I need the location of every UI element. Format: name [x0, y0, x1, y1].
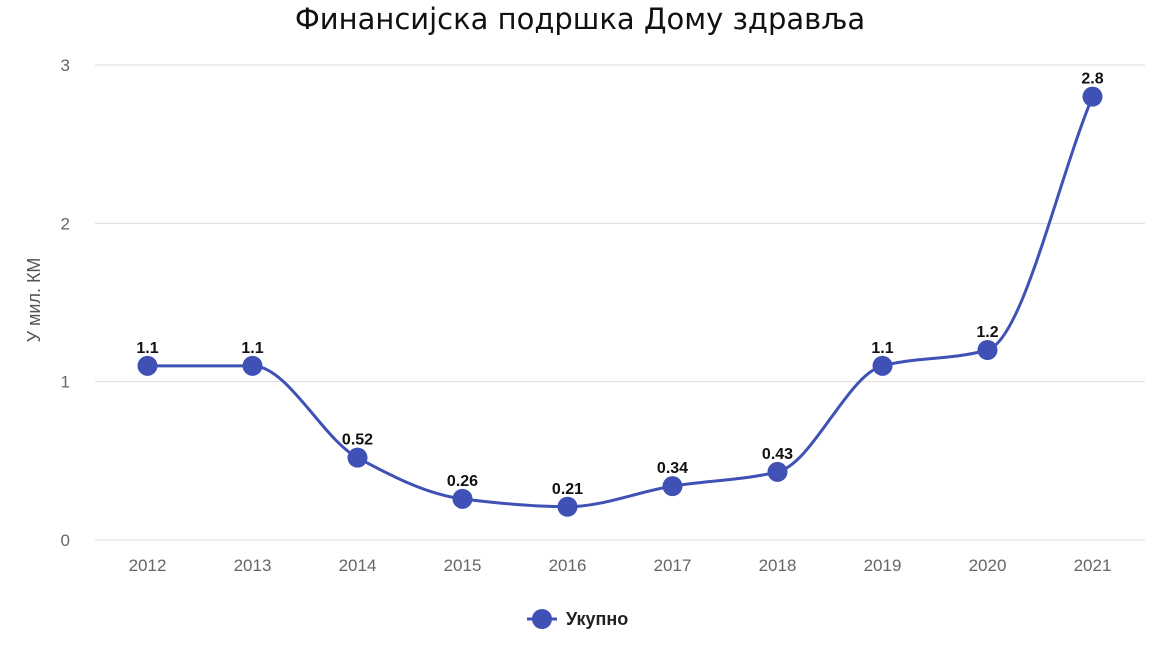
data-labels: 1.1 1.1 0.52 0.26 0.21 0.34 0.43 1.1 1.2 2.8	[136, 71, 1103, 498]
data-point-2015[interactable]	[452, 488, 473, 509]
y-tick-label: 2	[61, 214, 70, 233]
y-tick-label: 3	[61, 56, 70, 75]
grid-lines	[95, 64, 1145, 541]
data-point-2013[interactable]	[242, 355, 263, 376]
legend-label: Укупно	[566, 609, 628, 629]
data-label-2016: 0.21	[552, 481, 583, 498]
series-line-ukupno	[147, 96, 1094, 509]
x-tick-label: 2017	[654, 556, 692, 575]
data-point-2012[interactable]	[137, 355, 158, 376]
data-label-2012: 1.1	[136, 340, 158, 357]
y-axis-ticks: 0 1 2 3	[61, 56, 70, 550]
y-tick-label: 1	[61, 373, 70, 392]
y-axis-title: У мил. КМ	[24, 258, 44, 343]
data-point-2018[interactable]	[767, 461, 788, 482]
chart-title: Финансијска подршка Дому здравља	[294, 2, 866, 36]
x-tick-label: 2013	[234, 556, 272, 575]
data-label-2014: 0.52	[342, 432, 373, 449]
x-tick-label: 2019	[864, 556, 902, 575]
series-layer	[137, 86, 1103, 517]
x-tick-label: 2016	[549, 556, 587, 575]
data-point-2014[interactable]	[347, 447, 368, 468]
x-tick-label: 2020	[969, 556, 1007, 575]
legend[interactable]: Укупно	[527, 609, 628, 629]
data-label-2015: 0.26	[447, 473, 478, 490]
data-label-2019: 1.1	[871, 340, 893, 357]
data-label-2017: 0.34	[657, 460, 688, 477]
data-label-2021: 2.8	[1081, 71, 1103, 88]
x-tick-label: 2012	[129, 556, 167, 575]
x-tick-label: 2014	[339, 556, 377, 575]
data-point-2017[interactable]	[662, 476, 683, 497]
y-tick-label: 0	[61, 531, 70, 550]
data-point-2021[interactable]	[1082, 86, 1103, 107]
data-label-2020: 1.2	[976, 324, 998, 341]
x-tick-label: 2015	[444, 556, 482, 575]
legend-dot-marker	[532, 609, 552, 629]
x-axis-ticks: 2012 2013 2014 2015 2016 2017 2018 2019 2020 2021	[129, 556, 1112, 575]
x-tick-label: 2021	[1074, 556, 1112, 575]
data-point-2020[interactable]	[977, 340, 998, 360]
data-label-2013: 1.1	[241, 340, 263, 357]
x-tick-label: 2018	[759, 556, 797, 575]
data-point-2019[interactable]	[872, 355, 893, 376]
data-label-2018: 0.43	[762, 446, 793, 463]
data-point-2016[interactable]	[557, 496, 578, 517]
